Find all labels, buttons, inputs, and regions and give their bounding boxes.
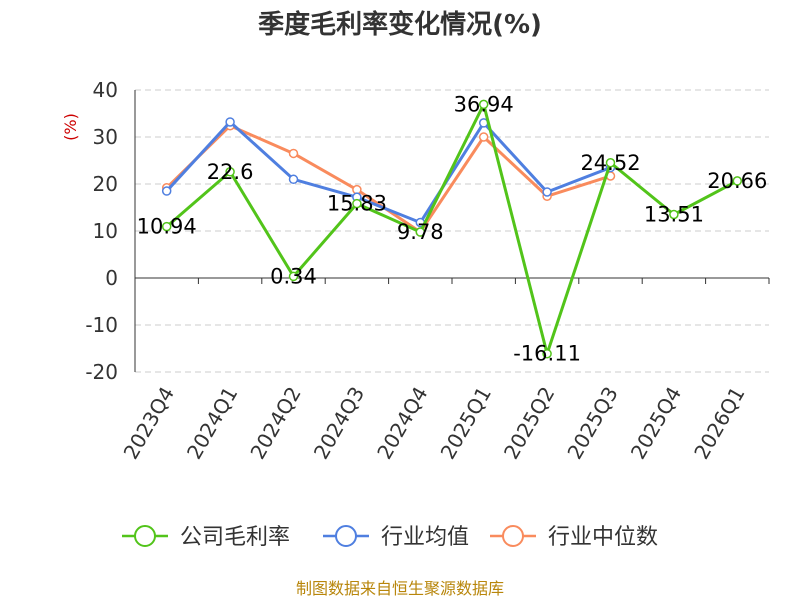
x-tick-label: 2026Q1	[689, 383, 749, 464]
series-line	[165, 120, 612, 225]
data-point	[669, 209, 679, 220]
data-label: 0.34	[270, 264, 317, 288]
x-tick-label: 2025Q1	[436, 383, 496, 464]
x-tick-label: 2025Q2	[499, 383, 559, 464]
legend-marker	[134, 525, 156, 547]
data-label: 22.6	[207, 160, 254, 184]
x-tick-label: 2025Q4	[626, 383, 686, 464]
data-label: 10.94	[137, 215, 197, 239]
y-tick-label: 40	[93, 78, 118, 102]
source-note: 制图数据来自恒生聚源数据库	[296, 579, 504, 598]
grid-layer	[135, 89, 769, 373]
data-point	[288, 174, 299, 185]
data-point	[161, 186, 172, 196]
data-point	[288, 148, 299, 159]
data-label: 24.52	[580, 151, 640, 175]
chart-title: 季度毛利率变化情况(%)	[258, 9, 542, 40]
data-point	[605, 158, 616, 168]
data-label: 36.94	[454, 92, 514, 116]
y-unit-label: (%)	[61, 113, 80, 141]
y-tick-label: 10	[93, 219, 118, 243]
series-line	[165, 102, 739, 356]
data-label: 13.51	[644, 203, 704, 227]
data-point	[478, 99, 489, 110]
data-label: 9.78	[397, 220, 444, 244]
x-tick-label: 2024Q4	[372, 383, 432, 464]
legend-marker	[335, 525, 357, 547]
legend-label: 行业中位数	[548, 525, 658, 550]
data-point	[225, 167, 235, 177]
y-tick-label: 20	[93, 172, 118, 196]
data-label-layer: 10.94 22.6 0.34 15.83 9.78 36.94 -16.11 24.52 13…	[137, 92, 768, 365]
x-tick-label: 2024Q2	[245, 383, 305, 464]
data-point	[478, 132, 489, 142]
data-label: 20.66	[707, 169, 767, 193]
y-tick-label: 30	[93, 125, 118, 149]
data-point	[415, 227, 426, 237]
y-tick-label: 0	[105, 266, 118, 290]
data-point	[225, 117, 235, 127]
y-tick-label: -20	[85, 360, 118, 384]
data-label: 15.83	[327, 192, 387, 216]
data-point	[352, 198, 362, 209]
series-layer	[161, 99, 743, 359]
data-point	[161, 221, 172, 232]
legend-marker	[502, 525, 524, 547]
data-point	[288, 271, 299, 282]
x-tick-label: 2024Q3	[309, 383, 369, 464]
legend: 公司毛利率 行业均值 行业中位数	[122, 525, 658, 550]
x-tick-label: 2025Q3	[562, 383, 622, 464]
x-tick-label: 2023Q4	[119, 383, 179, 464]
data-point	[732, 176, 743, 186]
data-point	[542, 187, 552, 197]
x-tick-label: 2024Q1	[182, 383, 242, 464]
legend-label: 行业均值	[381, 525, 469, 550]
data-point	[542, 348, 552, 359]
data-label: -16.11	[513, 342, 581, 366]
legend-label: 公司毛利率	[180, 525, 290, 550]
y-tick-label: -10	[85, 313, 118, 337]
